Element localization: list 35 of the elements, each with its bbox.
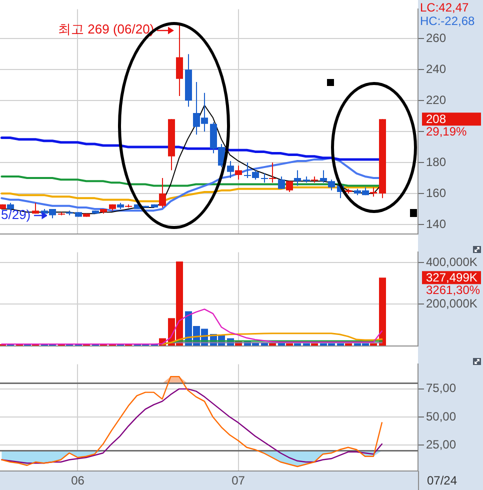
- text: LC:42,47: [420, 0, 470, 14]
- x-tick-label: 07: [232, 474, 246, 488]
- candlestick: [227, 160, 234, 179]
- candlestick: [286, 180, 293, 192]
- y-tick-label: 160: [426, 186, 446, 200]
- annotation: 5/29): [1, 206, 31, 222]
- candlestick: [320, 170, 327, 184]
- candlestick: [235, 165, 242, 180]
- y-tick-label: 75,00: [426, 381, 456, 396]
- candlestick: [176, 24, 183, 96]
- y-tick-label: 240: [426, 62, 446, 76]
- candlestick: [294, 170, 301, 186]
- y-tick-label: 220: [426, 92, 446, 107]
- text: 07/24: [427, 473, 458, 488]
- candlestick: [278, 176, 285, 190]
- candlestick: [269, 162, 276, 184]
- y-tick-label: 50,00: [426, 409, 456, 424]
- y-tick-label: 200,000K: [426, 296, 478, 311]
- y-tick-label: 140: [426, 216, 446, 231]
- annotation: 최고 269 (06/20): [58, 21, 154, 36]
- y-tick-label: 180: [426, 154, 446, 169]
- candlestick: [261, 172, 268, 184]
- candlestick: [159, 178, 166, 208]
- text: 327,499K: [426, 270, 478, 284]
- x-tick-label: 06: [71, 474, 85, 488]
- y-tick-label: 400,000K: [426, 254, 478, 269]
- y-tick-label: 260: [426, 30, 446, 45]
- candlestick: [328, 179, 335, 191]
- text: HC:-22,68: [420, 14, 476, 28]
- text: 3261,30%: [426, 282, 480, 297]
- bar: [379, 278, 386, 346]
- text: 208: [426, 112, 446, 126]
- y-tick-label: 25,00: [426, 437, 456, 452]
- candlestick: [370, 186, 377, 198]
- text: 29,19%: [426, 124, 468, 138]
